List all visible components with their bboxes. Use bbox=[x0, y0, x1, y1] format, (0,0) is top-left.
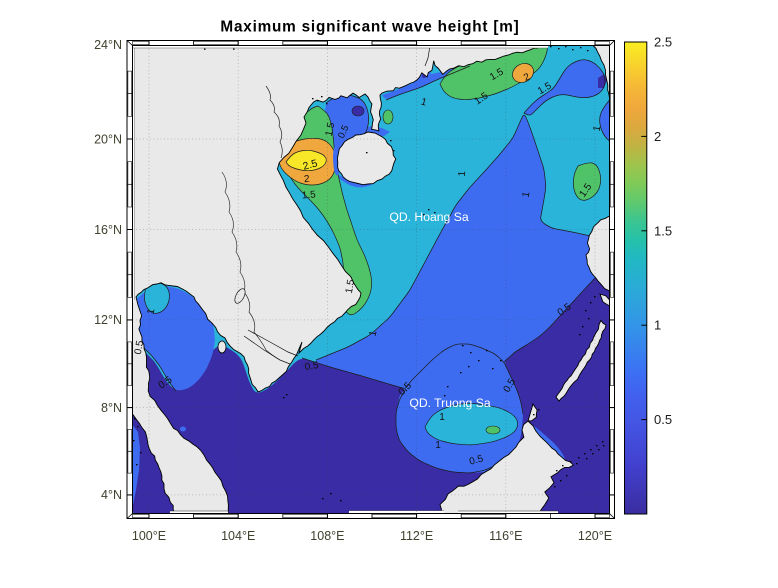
svg-text:100°E: 100°E bbox=[132, 529, 166, 543]
svg-text:1: 1 bbox=[368, 329, 380, 337]
svg-text:2.5: 2.5 bbox=[654, 35, 672, 50]
svg-text:1: 1 bbox=[435, 440, 441, 451]
svg-text:1: 1 bbox=[457, 170, 468, 177]
svg-text:108°E: 108°E bbox=[310, 529, 344, 543]
svg-text:0.5: 0.5 bbox=[133, 339, 146, 355]
svg-text:2: 2 bbox=[522, 71, 532, 84]
svg-text:0.5: 0.5 bbox=[654, 412, 672, 427]
svg-text:1: 1 bbox=[654, 318, 661, 333]
svg-text:1: 1 bbox=[420, 97, 429, 109]
svg-text:2: 2 bbox=[654, 129, 661, 144]
svg-text:104°E: 104°E bbox=[221, 529, 255, 543]
svg-text:Maximum significant wave heigh: Maximum significant wave height [m] bbox=[220, 19, 519, 36]
svg-text:4°N: 4°N bbox=[101, 488, 122, 502]
svg-text:2: 2 bbox=[304, 174, 311, 185]
svg-text:1.5: 1.5 bbox=[301, 189, 316, 201]
svg-text:2.5: 2.5 bbox=[302, 157, 319, 172]
svg-text:1: 1 bbox=[146, 307, 158, 315]
svg-text:1.5: 1.5 bbox=[654, 223, 672, 238]
svg-text:1: 1 bbox=[521, 190, 533, 198]
svg-text:1: 1 bbox=[592, 124, 604, 132]
svg-text:20°N: 20°N bbox=[94, 132, 122, 146]
svg-text:1.5: 1.5 bbox=[344, 278, 357, 294]
svg-text:0.5: 0.5 bbox=[468, 453, 485, 467]
svg-text:QD. Truong Sa: QD. Truong Sa bbox=[409, 396, 491, 410]
svg-text:24°N: 24°N bbox=[94, 38, 122, 52]
svg-text:8°N: 8°N bbox=[101, 401, 122, 415]
svg-text:16°N: 16°N bbox=[94, 223, 122, 237]
svg-text:0.5: 0.5 bbox=[336, 124, 352, 141]
svg-text:120°E: 120°E bbox=[578, 529, 612, 543]
svg-text:12°N: 12°N bbox=[94, 313, 122, 327]
svg-text:116°E: 116°E bbox=[489, 529, 522, 543]
svg-text:1.5: 1.5 bbox=[324, 121, 338, 137]
svg-text:1: 1 bbox=[439, 412, 445, 423]
svg-text:QD. Hoang Sa: QD. Hoang Sa bbox=[389, 210, 468, 224]
svg-text:112°E: 112°E bbox=[400, 529, 433, 543]
svg-text:0.5: 0.5 bbox=[304, 360, 320, 373]
